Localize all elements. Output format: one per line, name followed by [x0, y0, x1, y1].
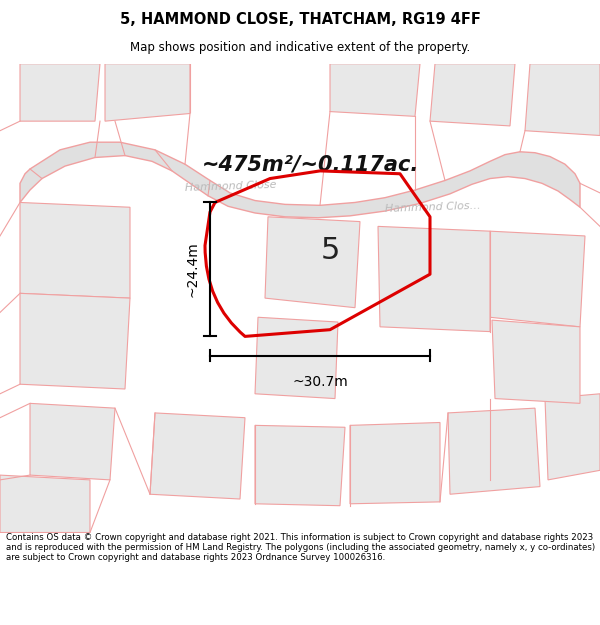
- Polygon shape: [20, 293, 130, 389]
- Polygon shape: [265, 217, 360, 308]
- Text: Contains OS data © Crown copyright and database right 2021. This information is : Contains OS data © Crown copyright and d…: [6, 532, 595, 562]
- Text: ~24.4m: ~24.4m: [185, 241, 199, 298]
- Text: ~30.7m: ~30.7m: [292, 374, 348, 389]
- Text: 5: 5: [320, 236, 340, 265]
- Polygon shape: [378, 226, 490, 332]
- Polygon shape: [20, 64, 100, 121]
- Polygon shape: [545, 394, 600, 480]
- Polygon shape: [255, 426, 345, 506]
- Polygon shape: [448, 408, 540, 494]
- Polygon shape: [20, 202, 130, 298]
- Text: Hammond Close: Hammond Close: [185, 179, 277, 192]
- Text: ~475m²/~0.117ac.: ~475m²/~0.117ac.: [202, 154, 419, 174]
- Text: 5, HAMMOND CLOSE, THATCHAM, RG19 4FF: 5, HAMMOND CLOSE, THATCHAM, RG19 4FF: [119, 12, 481, 27]
- Polygon shape: [430, 64, 515, 126]
- Polygon shape: [30, 403, 115, 480]
- Polygon shape: [330, 64, 420, 116]
- Polygon shape: [525, 64, 600, 136]
- Text: Hammond Clos…: Hammond Clos…: [385, 201, 481, 214]
- Polygon shape: [105, 64, 190, 121]
- Polygon shape: [490, 231, 585, 327]
- Polygon shape: [150, 413, 245, 499]
- Polygon shape: [255, 318, 338, 399]
- Polygon shape: [492, 320, 580, 403]
- Polygon shape: [350, 422, 440, 504]
- Text: Map shows position and indicative extent of the property.: Map shows position and indicative extent…: [130, 41, 470, 54]
- Polygon shape: [20, 142, 580, 218]
- Polygon shape: [0, 475, 90, 532]
